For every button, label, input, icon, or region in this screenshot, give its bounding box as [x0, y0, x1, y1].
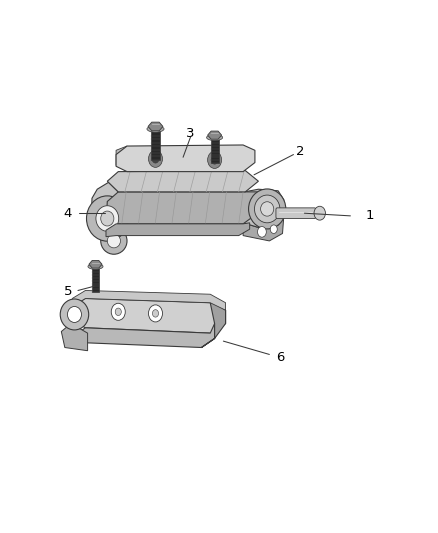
- FancyBboxPatch shape: [151, 129, 159, 160]
- Polygon shape: [106, 223, 250, 237]
- Ellipse shape: [60, 299, 88, 330]
- Circle shape: [115, 308, 121, 316]
- Polygon shape: [208, 131, 222, 139]
- Ellipse shape: [88, 264, 103, 269]
- Circle shape: [258, 227, 266, 237]
- Polygon shape: [116, 146, 127, 171]
- Ellipse shape: [67, 306, 81, 322]
- Circle shape: [314, 206, 325, 220]
- Circle shape: [152, 155, 159, 163]
- Circle shape: [270, 225, 277, 233]
- Polygon shape: [148, 122, 163, 131]
- Ellipse shape: [207, 134, 223, 141]
- Polygon shape: [71, 324, 215, 348]
- Polygon shape: [91, 182, 118, 236]
- Circle shape: [111, 303, 125, 320]
- FancyBboxPatch shape: [211, 138, 219, 163]
- Text: 2: 2: [296, 146, 304, 158]
- Ellipse shape: [86, 196, 128, 241]
- Text: 6: 6: [276, 351, 285, 364]
- Circle shape: [211, 156, 218, 164]
- Polygon shape: [243, 216, 284, 241]
- Ellipse shape: [254, 195, 280, 223]
- FancyBboxPatch shape: [276, 208, 316, 219]
- Ellipse shape: [249, 189, 286, 229]
- Text: 3: 3: [186, 127, 195, 140]
- Polygon shape: [72, 290, 226, 310]
- Polygon shape: [116, 145, 255, 172]
- Polygon shape: [201, 303, 226, 348]
- Text: 1: 1: [366, 209, 374, 222]
- Polygon shape: [71, 298, 226, 333]
- Circle shape: [152, 310, 159, 317]
- Ellipse shape: [96, 206, 119, 231]
- Ellipse shape: [101, 228, 127, 254]
- Circle shape: [148, 305, 162, 322]
- Polygon shape: [107, 171, 258, 192]
- Ellipse shape: [147, 126, 164, 132]
- Polygon shape: [61, 324, 88, 351]
- Text: 5: 5: [64, 285, 72, 298]
- Polygon shape: [106, 192, 258, 224]
- Text: 4: 4: [64, 207, 72, 220]
- Circle shape: [148, 150, 162, 167]
- Ellipse shape: [261, 202, 274, 216]
- Ellipse shape: [101, 211, 114, 226]
- Circle shape: [208, 151, 222, 168]
- FancyBboxPatch shape: [92, 266, 99, 292]
- Polygon shape: [243, 189, 284, 228]
- Polygon shape: [89, 261, 102, 268]
- Ellipse shape: [107, 234, 120, 248]
